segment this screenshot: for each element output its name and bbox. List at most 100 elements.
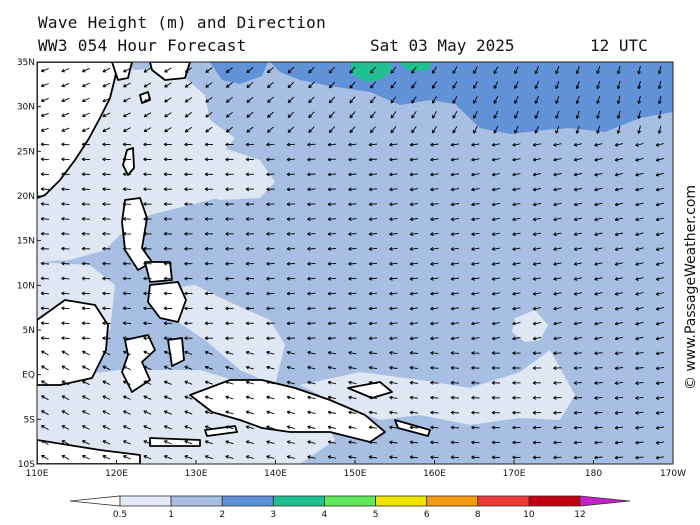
wave-arrow [122,291,132,296]
wave-arrow [184,232,193,236]
wave-arrow [204,395,213,400]
wave-arrow [286,157,296,162]
wave-arrow [266,380,275,385]
wave-arrow [40,83,49,88]
wave-arrow [327,157,337,162]
wave-arrow [553,202,562,207]
wave-arrow [368,172,378,177]
wave-arrow [204,246,213,251]
wave-arrow [307,350,316,355]
calm-region-marshall [512,310,548,342]
wave-arrow [573,396,583,400]
wave-arrow [553,366,562,371]
wave-arrow [163,202,173,206]
wave-arrow [614,277,624,281]
lat-tick-label: 35N [17,58,35,68]
wave-arrow [102,306,111,311]
wave-arrow [493,81,499,89]
wave-arrow [450,262,460,266]
wave-arrow [287,81,295,89]
wave-arrow [655,247,665,252]
wave-arrow [307,336,316,341]
wave-arrow [450,410,460,415]
wave-arrow [40,97,49,103]
wave-arrow [389,455,398,460]
wave-arrow [143,246,152,251]
land-sulawesi [121,334,156,393]
wave-arrow [655,202,665,207]
wave-arrow [471,351,480,355]
wave-arrow [225,380,234,385]
wave-arrow [348,410,357,415]
wave-arrow [514,96,519,104]
wave-arrow [635,455,644,460]
wave-arrow [655,232,665,237]
wave-arrow [163,365,172,370]
wave-arrow [471,336,480,341]
wave-arrow [61,455,70,460]
wave-arrow [411,111,417,119]
wave-arrow [409,276,419,281]
wave-arrow [452,125,458,134]
wave-arrow [61,425,70,430]
wave-arrow [411,66,417,74]
wave-arrow [204,261,213,266]
wave-arrow [61,202,70,206]
wave-arrow [164,82,172,88]
wave-arrow [614,336,624,341]
wave-arrow [430,187,439,192]
wave-arrow [409,321,419,326]
wave-arrow [637,125,642,134]
legend-cap-high [579,495,631,507]
wave-arrow [637,80,642,90]
wave-arrow [267,126,274,133]
wave-arrow [102,276,111,281]
wave-arrow [266,202,275,207]
forecast-model: WW3 054 Hour Forecast [38,36,247,55]
wave-arrow [616,65,621,75]
wave-arrow [389,232,398,237]
wave-arrow [349,111,356,119]
lon-tick-label: 150E [344,469,367,479]
lat-tick-label: 10S [18,460,35,470]
wave-arrow [287,111,295,118]
wave-arrow [307,321,316,326]
wave-arrow [102,321,111,326]
wave-arrow [287,96,295,104]
land-new-britain [347,381,393,399]
wave-arrow [471,291,480,296]
wave-arrow [82,440,90,445]
wave-arrow [307,365,316,370]
wave-arrow [430,336,439,341]
wave-arrow [327,142,337,147]
wave-arrow [452,66,458,74]
wave-arrow [163,172,173,177]
wave-arrow [655,187,665,192]
wave-arrow [471,425,480,430]
wave-arrow [491,262,500,266]
wave-arrow [512,217,521,222]
wave-arrow [534,81,540,89]
wave-arrow [205,67,213,73]
wave-arrow [266,321,275,326]
wave-arrow [81,157,91,162]
wave-arrow [225,142,234,147]
wave-arrow [512,351,521,355]
legend-swatch [375,495,428,507]
lon-tick-label: 170W [660,469,686,479]
wave-arrow [81,291,91,296]
wave-arrow [225,96,233,103]
calm-region-equatorial [300,350,575,425]
forecast-time: 12 UTC [590,36,648,55]
legend-tick-label: 10 [523,510,535,520]
wave-arrow [450,455,460,460]
wave-arrow [102,172,111,177]
wave-arrow [450,202,460,207]
wave-arrow [102,395,111,400]
wave-arrow [635,351,644,356]
wave-arrow [122,336,132,341]
wave-arrow [655,217,665,222]
wave-arrow [266,187,275,192]
wave-arrow [431,125,437,134]
